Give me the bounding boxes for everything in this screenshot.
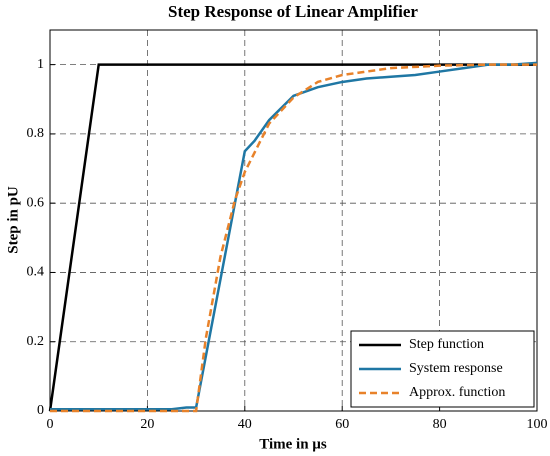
x-tick-label: 100 <box>527 417 548 432</box>
y-tick-label: 0.6 <box>27 195 45 210</box>
y-tick-label: 0.8 <box>27 126 45 141</box>
y-axis-label: Step in pU <box>5 186 21 254</box>
x-tick-label: 60 <box>335 417 349 432</box>
y-tick-label: 1 <box>37 57 44 72</box>
x-tick-label: 80 <box>433 417 447 432</box>
x-tick-label: 20 <box>140 417 154 432</box>
plot-frame <box>49 29 538 412</box>
x-tick-label: 0 <box>47 417 54 432</box>
x-axis-label: Time in µs <box>259 436 327 452</box>
series-line <box>48 63 537 412</box>
series-line <box>50 63 537 413</box>
x-tick-label: 40 <box>238 417 252 432</box>
legend-label: Approx. function <box>409 385 505 400</box>
chart-title: Step Response of Linear Amplifier <box>168 2 418 21</box>
y-tick-label: 0.4 <box>27 265 45 280</box>
legend-label: Step function <box>409 337 484 352</box>
y-tick-label: 0.2 <box>27 334 45 349</box>
y-tick-label: 0 <box>37 403 44 418</box>
series-line <box>50 61 538 411</box>
legend-label: System response <box>409 361 503 376</box>
